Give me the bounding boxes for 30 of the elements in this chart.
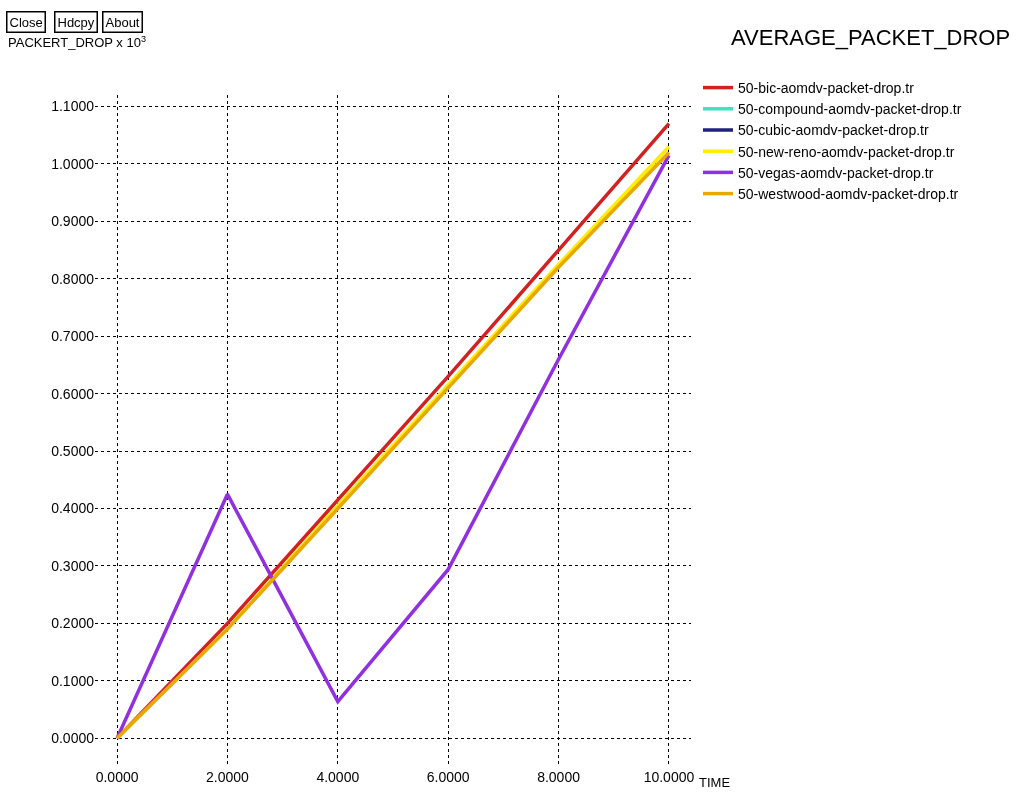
y-tick-label: 1.0000 [51,155,95,172]
y-tick-label: 0.9000 [51,213,95,230]
x-tick-label: 6.0000 [426,769,470,785]
y-axis-title: PACKERT_DROP x 10$^{3}$ [8,34,147,51]
y-tick-label: 0.7000 [51,328,95,345]
y-tick-label: 0.5000 [51,443,95,459]
x-tick-label: 0.0000 [95,769,139,785]
y-tick-label: 0.6000 [51,385,95,402]
legend-label: 50-compound-aomdv-packet-drop.tr [738,101,962,118]
legend-label: 50-vegas-aomdv-packet-drop.tr [738,164,934,181]
y-tick-label: 0.3000 [51,557,95,574]
y-tick-label: 0.8000 [51,270,95,287]
text: Close [9,14,43,30]
x-tick-label: 8.0000 [537,769,581,785]
legend-label: 50-bic-aomdv-packet-drop.tr [738,80,915,97]
y-tick-label: 1.1000 [51,98,95,115]
y-tick-label: 0.0000 [51,730,95,747]
text: Hdcpy [57,14,95,30]
x-tick-label: 4.0000 [316,769,360,785]
x-tick-label: 10.0000 [643,769,695,785]
y-tick-label: 0.2000 [51,615,95,632]
legend-label: 50-cubic-aomdv-packet-drop.tr [738,122,929,139]
x-tick-label: 2.0000 [206,769,250,785]
legend-label: 50-westwood-aomdv-packet-drop.tr [738,186,959,203]
y-tick-label: 0.1000 [51,672,95,689]
y-tick-label: 0.4000 [51,500,95,517]
text: About [105,14,140,30]
legend-label: 50-new-reno-aomdv-packet-drop.tr [738,143,955,160]
text: AVERAGE_PACKET_DROP [731,25,1011,50]
x-axis-title: TIME [699,775,731,790]
